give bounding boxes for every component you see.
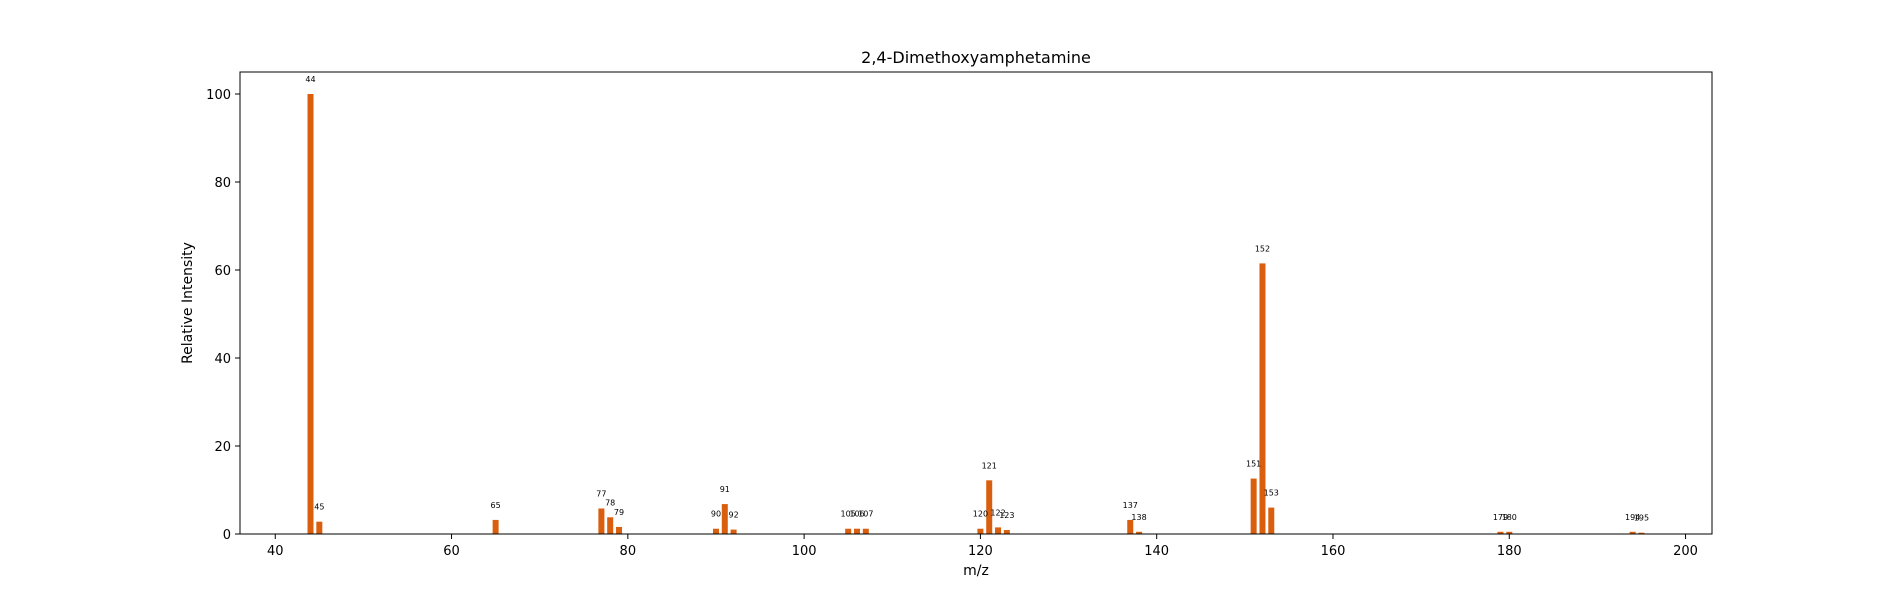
x-tick-label: 200	[1673, 544, 1698, 559]
bar-peak-77	[598, 508, 605, 534]
peak-label-77: 77	[596, 489, 606, 498]
x-tick-label: 140	[1144, 544, 1169, 559]
y-tick-label: 60	[214, 264, 231, 279]
x-tick-label: 80	[620, 544, 637, 559]
x-axis-ticks: 40 60 80 100 120 140 160 180 200	[267, 534, 1698, 559]
y-tick-label: 80	[214, 176, 231, 191]
y-tick-label: 20	[214, 440, 231, 455]
x-tick-label: 160	[1321, 544, 1346, 559]
x-tick-label: 120	[968, 544, 993, 559]
bar-peak-92	[730, 529, 737, 534]
y-tick-label: 40	[214, 352, 231, 367]
peak-label-138: 138	[1131, 513, 1146, 522]
peak-label-180: 180	[1502, 513, 1517, 522]
x-tick-label: 40	[267, 544, 284, 559]
y-axis-label: Relative Intensity	[180, 242, 196, 364]
bar-peak-120	[977, 528, 984, 534]
peak-label-45: 45	[314, 503, 324, 512]
bars-group	[307, 94, 1645, 534]
peak-label-195: 195	[1634, 514, 1649, 523]
peak-label-120: 120	[973, 510, 988, 519]
bar-peak-122	[995, 527, 1002, 534]
bar-peak-79	[616, 526, 623, 534]
peak-label-123: 123	[999, 511, 1014, 520]
y-axis-ticks: 0 20 40 60 80 100	[206, 88, 240, 543]
bar-peak-44	[307, 94, 314, 534]
y-tick-label: 100	[206, 88, 231, 103]
x-tick-label: 180	[1497, 544, 1522, 559]
bar-peak-123	[1003, 530, 1010, 534]
peak-label-137: 137	[1123, 501, 1138, 510]
bar-peak-107	[862, 528, 869, 534]
peak-label-92: 92	[729, 511, 739, 520]
bar-peak-153	[1268, 507, 1275, 534]
peak-label-78: 78	[605, 498, 615, 507]
bar-peak-195	[1638, 532, 1645, 534]
x-axis-label: m/z	[963, 563, 989, 579]
chart-title: 2,4-Dimethoxyamphetamine	[861, 48, 1091, 67]
plot-frame	[239, 71, 1713, 535]
peak-label-106: 106	[849, 510, 864, 519]
bar-peak-138	[1136, 531, 1143, 534]
bar-peak-137	[1127, 519, 1134, 534]
peak-label-179: 179	[1493, 513, 1508, 522]
peak-label-91: 91	[720, 485, 730, 494]
bar-peak-194	[1629, 531, 1636, 534]
x-tick-label: 60	[443, 544, 460, 559]
peak-label-122: 122	[990, 508, 1005, 517]
peak-label-107: 107	[858, 510, 873, 519]
x-tick-label: 100	[792, 544, 817, 559]
bar-peak-78	[607, 517, 614, 534]
peak-label-194: 194	[1625, 513, 1640, 522]
bar-peak-105	[845, 528, 852, 534]
peak-label-79: 79	[614, 508, 624, 517]
bar-peak-91	[721, 504, 728, 534]
peak-label-90: 90	[711, 510, 721, 519]
peak-label-152: 152	[1255, 244, 1270, 253]
bar-peak-152	[1259, 263, 1266, 534]
bar-peak-106	[854, 528, 861, 534]
peak-label-44: 44	[305, 75, 315, 84]
bar-peak-151	[1250, 478, 1257, 534]
bar-peak-45	[316, 521, 323, 534]
peak-label-105: 105	[841, 510, 856, 519]
bar-peak-179	[1497, 531, 1504, 534]
bar-peak-65	[492, 519, 499, 534]
bar-peak-90	[712, 528, 719, 534]
y-tick-label: 0	[223, 528, 231, 543]
peak-label-121: 121	[982, 461, 997, 470]
bar-peak-121	[986, 480, 993, 534]
peak-label-153: 153	[1264, 489, 1279, 498]
peak-label-65: 65	[491, 501, 501, 510]
bar-peak-180	[1506, 531, 1513, 534]
peak-label-151: 151	[1246, 460, 1261, 469]
